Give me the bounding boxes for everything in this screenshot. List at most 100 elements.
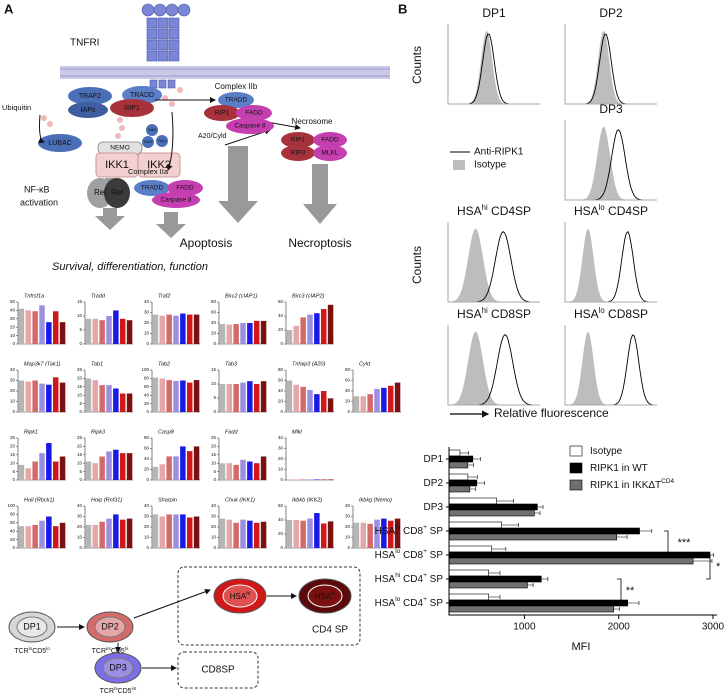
chart-title: Tradd (91, 293, 106, 299)
y-tick-label: 0 (79, 341, 82, 346)
bar (32, 524, 38, 548)
bar (106, 451, 112, 480)
bar (448, 593, 489, 601)
y-tick-label: 25 (211, 435, 217, 440)
bar (448, 509, 535, 517)
y-tick-label-part: lo (395, 596, 400, 603)
label: Caspase 8 (234, 123, 265, 130)
label-part: CD5 (32, 648, 46, 655)
label: Ubiquitin (2, 103, 31, 112)
y-tick-label-part: DP1 (424, 454, 444, 465)
bar (293, 325, 300, 344)
bar (226, 324, 233, 344)
panel-title-part: HSA (574, 204, 599, 218)
label: MLKL (322, 150, 339, 157)
panel-title-part: HSA (574, 307, 599, 321)
legend-label: RIPK1 in WT (590, 463, 648, 474)
error-bar (639, 529, 653, 533)
bar (152, 314, 159, 344)
bar (360, 396, 367, 412)
y-tick-label: 20 (144, 524, 150, 529)
y-tick-label: 20 (10, 324, 16, 329)
axis (285, 438, 334, 481)
label: TCRhiCD5int (100, 686, 137, 695)
panel-title-part: DP3 (599, 102, 623, 116)
necrosome (281, 132, 347, 161)
bar (173, 456, 179, 480)
y-tick-label: 0 (12, 545, 15, 550)
x-tick-label: 2000 (608, 622, 631, 633)
chart-title: Traf2 (158, 293, 170, 299)
y-tick-label: 60 (278, 299, 284, 304)
panel-title: DP3 (599, 102, 623, 116)
bar (381, 387, 387, 412)
bar (59, 322, 66, 344)
label: HSAlo (315, 591, 336, 601)
y-tick-label: 60 (278, 378, 284, 383)
error-bar (537, 505, 544, 509)
significance-label: * (716, 561, 721, 573)
y-tick-label-part: CD8 (400, 526, 423, 537)
bar (448, 605, 615, 613)
y-tick-label: 40 (10, 528, 16, 533)
label: NF-κB (24, 184, 50, 194)
significance-bracket (706, 554, 711, 580)
y-tick-label: 20 (144, 320, 150, 325)
panel-title-part: hi (482, 203, 488, 212)
panel-title-part: DP2 (599, 6, 623, 20)
legend-label: Isotype (590, 446, 623, 457)
y-tick-label: 40 (10, 367, 16, 372)
bar (166, 456, 172, 480)
label-part: TCR (92, 648, 106, 655)
axis-title: Counts (410, 46, 424, 84)
bar (293, 520, 300, 548)
bar (320, 523, 327, 548)
y-tick-label: 10 (211, 381, 217, 386)
label-part: TCR (100, 688, 114, 695)
y-tick-label: 60 (345, 378, 351, 383)
label-part: int (132, 686, 138, 691)
bar (85, 524, 92, 548)
bar (166, 314, 172, 344)
label-part: hi (114, 686, 118, 691)
label: IKK2 (147, 159, 171, 171)
bar (52, 461, 59, 480)
bar (173, 514, 179, 548)
legend-label-part: Isotype (590, 446, 623, 457)
bar (39, 383, 45, 412)
error-bar (501, 523, 519, 527)
complex-one (38, 86, 181, 178)
label-part: lo (29, 646, 33, 651)
y-tick-label: 0 (213, 341, 216, 346)
bar (193, 380, 200, 412)
bar (293, 479, 300, 480)
y-tick-label: 0 (12, 341, 15, 346)
label: TRADD (225, 97, 248, 104)
y-tick-label: HSAhi CD8+ SP (375, 524, 444, 536)
lineage-shapes (8, 566, 361, 689)
bar (367, 394, 373, 412)
bar (286, 520, 293, 548)
y-tick-label: 0 (347, 545, 350, 550)
label: Apoptosis (180, 236, 233, 250)
label-part: CD5 (118, 688, 132, 695)
bar (18, 308, 25, 344)
block-arrows (95, 146, 337, 238)
label-part: lo (46, 646, 50, 651)
bar (159, 378, 166, 412)
y-tick-label: 60 (211, 310, 217, 315)
bar (173, 315, 179, 344)
receptor (141, 3, 191, 89)
y-tick-label: 20 (10, 388, 16, 393)
bar (260, 456, 267, 480)
y-tick-label-part: CD4 (400, 574, 423, 585)
y-tick-label: 20 (77, 444, 83, 449)
y-tick-label: HSAlo CD8+ SP (375, 548, 444, 560)
y-tick-label: 20 (77, 376, 83, 381)
bar (233, 384, 239, 412)
bar (99, 385, 105, 412)
bar (314, 479, 320, 480)
rel-dimer (87, 178, 130, 208)
panel-frame (564, 325, 657, 406)
panel-title: DP2 (599, 6, 623, 20)
